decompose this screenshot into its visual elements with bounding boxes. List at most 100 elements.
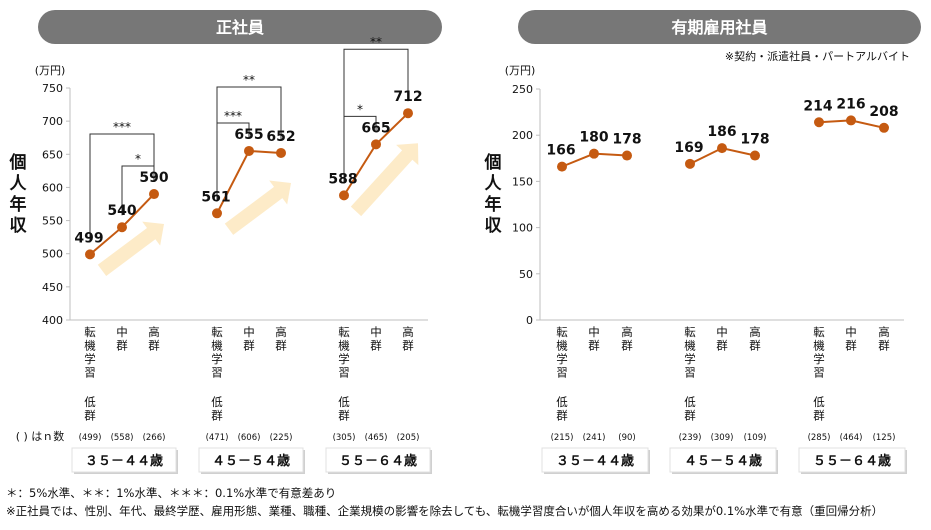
x-category-label: 高 bbox=[621, 325, 633, 339]
data-label: 166 bbox=[546, 143, 575, 159]
x-category-label: 習 bbox=[684, 366, 696, 380]
y-tick-label: 600 bbox=[42, 181, 63, 194]
n-count: (465) bbox=[365, 433, 388, 443]
n-count: (471) bbox=[206, 433, 229, 443]
data-point bbox=[244, 145, 254, 156]
x-category-label: 学 bbox=[84, 352, 96, 366]
x-category-label: 高 bbox=[275, 325, 287, 339]
x-category-label: 低 bbox=[684, 395, 696, 409]
data-point bbox=[750, 150, 760, 161]
n-count: (499) bbox=[79, 433, 102, 443]
x-category-label: 群 bbox=[370, 339, 382, 353]
x-category-label: 低 bbox=[556, 395, 568, 409]
x-category-label: 群 bbox=[716, 339, 728, 353]
age-group-box bbox=[71, 447, 177, 473]
data-point bbox=[846, 115, 856, 126]
age-group-label: ４５－５４歳 bbox=[212, 453, 290, 469]
data-label: 712 bbox=[393, 89, 422, 105]
y-axis-label: 個 bbox=[484, 152, 502, 173]
y-tick-label: 50 bbox=[519, 268, 533, 281]
panel-title: 有期雇用社員 bbox=[671, 18, 767, 37]
x-category-label: 機 bbox=[684, 339, 696, 353]
age-group-label: ４５－５４歳 bbox=[684, 453, 762, 469]
x-category-label: 学 bbox=[211, 352, 223, 366]
x-category-label: 群 bbox=[878, 339, 890, 353]
trend-arrow bbox=[350, 143, 419, 217]
n-count-legend: ( ) はｎ数 bbox=[16, 430, 65, 443]
panel-subtitle: ※契約・派遣社員・パートアルバイト bbox=[725, 49, 910, 63]
n-count: (285) bbox=[808, 433, 831, 443]
panel-header bbox=[518, 10, 921, 44]
data-label: 590 bbox=[139, 170, 168, 186]
n-count: (205) bbox=[397, 433, 420, 443]
y-axis-label: 人 bbox=[485, 174, 503, 194]
x-category-label: 群 bbox=[338, 409, 350, 423]
y-axis-label: 収 bbox=[10, 216, 28, 236]
x-category-label: 群 bbox=[684, 409, 696, 423]
data-label: 665 bbox=[361, 120, 390, 136]
data-point bbox=[557, 161, 567, 172]
data-label: 216 bbox=[836, 96, 865, 112]
significance-label: *** bbox=[224, 109, 242, 123]
panel-title: 正社員 bbox=[216, 18, 264, 37]
x-category-label: 転 bbox=[684, 325, 696, 339]
significance-label: *** bbox=[113, 120, 131, 134]
x-category-label: 低 bbox=[813, 395, 825, 409]
significance-label: * bbox=[357, 102, 363, 116]
age-group-box bbox=[669, 447, 777, 473]
trend-arrow-shape bbox=[350, 143, 419, 217]
x-category-label: 習 bbox=[211, 366, 223, 380]
x-category-label: 転 bbox=[211, 325, 223, 339]
x-category-label: 学 bbox=[556, 352, 568, 366]
x-category-label: 機 bbox=[813, 339, 825, 353]
x-category-label: 学 bbox=[338, 352, 350, 366]
data-point bbox=[879, 122, 889, 133]
x-category-label: 中 bbox=[243, 325, 255, 339]
y-tick-label: 250 bbox=[512, 83, 533, 96]
trend-arrow bbox=[97, 221, 165, 276]
y-tick-label: 650 bbox=[42, 148, 63, 161]
data-point bbox=[339, 190, 349, 201]
data-label: 186 bbox=[707, 124, 736, 140]
x-category-label: 群 bbox=[402, 339, 414, 353]
age-group-label: ５５－６４歳 bbox=[813, 453, 891, 469]
x-category-label: 中 bbox=[845, 325, 857, 339]
n-count: (305) bbox=[333, 433, 356, 443]
x-category-label: 機 bbox=[556, 339, 568, 353]
y-tick-label: 0 bbox=[526, 314, 533, 327]
x-category-label: 群 bbox=[243, 339, 255, 353]
y-axis-label: 人 bbox=[10, 174, 28, 194]
x-category-label: 転 bbox=[556, 325, 568, 339]
age-group-label: ５５－６４歳 bbox=[339, 453, 417, 469]
x-category-label: 群 bbox=[275, 339, 287, 353]
y-tick-label: 500 bbox=[42, 248, 63, 261]
significance-bracket bbox=[216, 86, 282, 202]
data-label: 178 bbox=[612, 132, 641, 148]
x-category-label: 群 bbox=[845, 339, 857, 353]
x-category-label: 学 bbox=[813, 352, 825, 366]
x-category-label: 群 bbox=[556, 409, 568, 423]
significance-label: * bbox=[135, 152, 141, 166]
data-label: 499 bbox=[74, 230, 103, 246]
data-label: 214 bbox=[803, 98, 832, 114]
x-category-label: 群 bbox=[211, 409, 223, 423]
y-tick-label: 400 bbox=[42, 314, 63, 327]
x-category-label: 群 bbox=[116, 339, 128, 353]
data-point bbox=[685, 158, 695, 169]
x-category-label: 群 bbox=[813, 409, 825, 423]
x-category-label: 習 bbox=[84, 366, 96, 380]
x-category-label: 群 bbox=[148, 339, 160, 353]
x-category-label: 高 bbox=[148, 325, 160, 339]
trend-arrow-shape bbox=[97, 221, 165, 276]
data-point bbox=[212, 208, 222, 219]
n-count: (125) bbox=[873, 433, 896, 443]
y-tick-label: 200 bbox=[512, 129, 533, 142]
significance-note: ＊：5%水準、＊＊：1%水準、＊＊＊：0.1%水準で有意差あり bbox=[6, 486, 337, 500]
y-unit-label: (万円) bbox=[505, 64, 536, 77]
data-label: 208 bbox=[869, 104, 898, 120]
y-tick-label: 550 bbox=[42, 215, 63, 228]
y-tick-label: 750 bbox=[42, 82, 63, 95]
data-label: 561 bbox=[201, 189, 230, 205]
x-category-label: 習 bbox=[813, 366, 825, 380]
x-category-label: 中 bbox=[116, 325, 128, 339]
